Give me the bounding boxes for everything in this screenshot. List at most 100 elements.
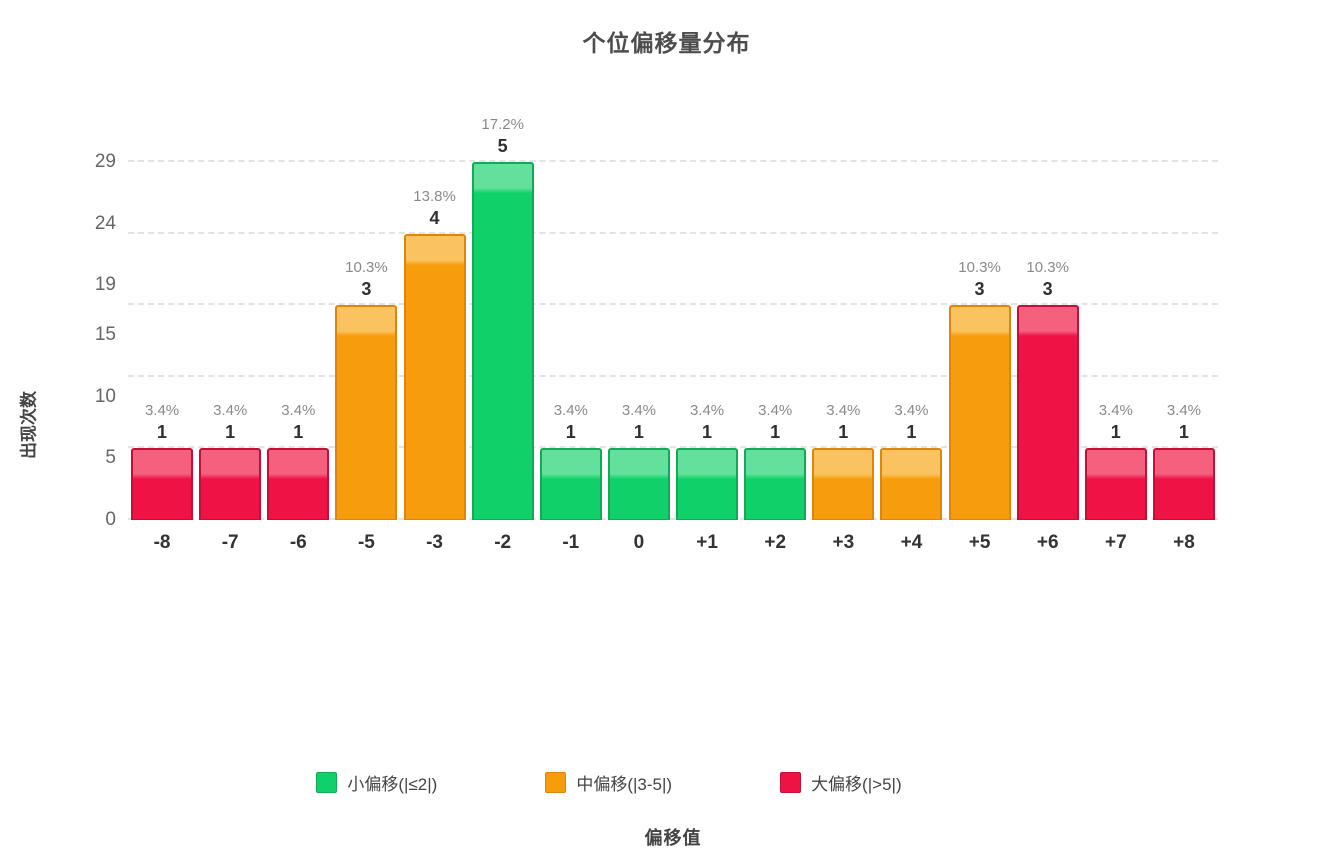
- bar-slot-0: 3.4% 1: [605, 162, 673, 520]
- count-label-+7: 1: [1110, 422, 1121, 443]
- count-label--5: 3: [361, 279, 372, 300]
- gridline-level-1: [128, 446, 1218, 449]
- percent-label-+5: 10.3%: [958, 259, 1001, 277]
- legend-item-small[interactable]: 小偏移(|≤2|): [316, 770, 437, 795]
- count-label--8: 1: [157, 422, 168, 443]
- bar-slot--1: 3.4% 1: [537, 162, 605, 520]
- legend-label-large: 大偏移(|>5|): [811, 775, 902, 794]
- bar-+6[interactable]: [1016, 305, 1079, 520]
- count-label--2: 5: [497, 136, 508, 156]
- bar-0[interactable]: [607, 448, 670, 520]
- x-tick--1: -1: [562, 532, 580, 553]
- gridline-level-4: [128, 231, 1218, 234]
- bar-slot--8: 3.4% 1: [128, 162, 196, 520]
- bar-slot-+8: 3.4% 1: [1150, 162, 1218, 520]
- bar--6[interactable]: [267, 448, 330, 520]
- legend-swatch-large: [780, 772, 802, 793]
- bar-slot--6: 3.4% 1: [264, 162, 332, 520]
- gridline-level-3: [128, 303, 1218, 306]
- count-label-+2: 1: [770, 422, 781, 443]
- legend-swatch-small: [316, 772, 338, 793]
- bar-slot--7: 3.4% 1: [196, 162, 264, 520]
- gridline-level-2: [128, 374, 1218, 377]
- x-tick--2: -2: [494, 532, 512, 553]
- bar-+5[interactable]: [948, 305, 1011, 520]
- x-tick-0: 0: [633, 532, 645, 553]
- bar-+3[interactable]: [812, 448, 875, 520]
- percent-label-+7: 3.4%: [1098, 402, 1133, 420]
- bar--5[interactable]: [335, 305, 398, 520]
- y-tick-10: 10: [94, 385, 116, 407]
- x-tick--3: -3: [426, 532, 444, 553]
- bar-+2[interactable]: [744, 448, 807, 520]
- y-tick-15: 15: [94, 323, 116, 345]
- legend: 小偏移(|≤2|) 中偏移(|3-5|) 大偏移(|>5|): [0, 770, 1218, 795]
- x-tick--5: -5: [357, 532, 375, 553]
- legend-label-mid: 中偏移(|3-5|): [576, 775, 673, 794]
- y-tick-0: 0: [105, 509, 116, 530]
- count-label--7: 1: [225, 422, 236, 443]
- count-label-+6: 3: [1042, 279, 1053, 300]
- x-tick-+7: +7: [1104, 532, 1127, 553]
- y-axis-title: 出现次数: [19, 391, 39, 459]
- x-tick-+4: +4: [900, 532, 923, 553]
- bar-slot--5: 10.3% 3: [332, 162, 400, 520]
- bar-slot-+3: 3.4% 1: [809, 162, 877, 520]
- bar--3[interactable]: [403, 233, 466, 520]
- plot-area: 29 24 19 15 10 5 0 3.4% 1 3.4% 1 3.4% 1 10.3% 3 13.8% 4…: [95, 116, 1218, 530]
- bar--2[interactable]: [471, 162, 534, 520]
- count-label--3: 4: [429, 207, 440, 228]
- bar-slot--2: 17.2% 5: [469, 116, 537, 520]
- bar-slot-+2: 3.4% 1: [741, 162, 809, 520]
- bar-slot-+5: 10.3% 3: [946, 162, 1014, 520]
- x-tick--6: -6: [289, 532, 307, 553]
- percent-label-0: 3.4%: [621, 402, 657, 420]
- count-label--1: 1: [565, 422, 576, 443]
- bar--8[interactable]: [131, 448, 194, 520]
- count-label-+3: 1: [838, 422, 849, 443]
- x-tick-+3: +3: [832, 532, 855, 553]
- count-label--6: 1: [293, 422, 304, 443]
- percent-label--3: 13.8%: [413, 187, 456, 205]
- percent-label--2: 17.2%: [481, 116, 524, 133]
- x-tick-+8: +8: [1173, 532, 1195, 553]
- bar-+1[interactable]: [676, 448, 739, 520]
- percent-label--8: 3.4%: [144, 402, 180, 420]
- percent-label-+2: 3.4%: [758, 402, 793, 420]
- legend-item-large[interactable]: 大偏移(|>5|): [780, 770, 902, 795]
- bar-+8[interactable]: [1152, 448, 1215, 520]
- x-axis-ticks: -8 -7 -6 -5 -3 -2 -1 0 +1 +2 +3 +4 +5 +6 +7 +8: [128, 532, 1218, 554]
- percent-label-+6: 10.3%: [1026, 259, 1069, 277]
- bar--1[interactable]: [539, 448, 602, 520]
- x-tick-+5: +5: [968, 532, 991, 553]
- chart-title: 个位偏移量分布: [582, 30, 751, 56]
- bar-slot-+4: 3.4% 1: [877, 162, 945, 520]
- count-label-+1: 1: [702, 422, 713, 443]
- x-tick-+2: +2: [764, 532, 787, 553]
- x-axis-title: 偏移值: [644, 828, 702, 848]
- y-tick-24: 24: [94, 212, 116, 234]
- bar--7[interactable]: [199, 448, 262, 520]
- bar-slot-+6: 10.3% 3: [1014, 162, 1082, 520]
- y-tick-19: 19: [94, 274, 116, 296]
- gridline-level-0: [128, 518, 1218, 520]
- bar-slot-+1: 3.4% 1: [673, 162, 741, 520]
- legend-label-small: 小偏移(|≤2|): [347, 775, 438, 794]
- count-label-+5: 3: [974, 279, 985, 300]
- percent-label-+1: 3.4%: [689, 402, 725, 420]
- percent-label--1: 3.4%: [553, 402, 588, 420]
- percent-label-+4: 3.4%: [894, 402, 929, 420]
- x-tick--7: -7: [221, 532, 239, 553]
- x-tick-+1: +1: [696, 532, 718, 553]
- bar-+4[interactable]: [880, 448, 943, 520]
- count-label-+4: 1: [906, 422, 917, 443]
- percent-label-+3: 3.4%: [826, 402, 861, 420]
- y-tick-29: 29: [94, 151, 116, 172]
- bar-slot--3: 13.8% 4: [401, 162, 469, 520]
- count-label-0: 1: [633, 422, 644, 443]
- x-tick-+6: +6: [1036, 532, 1059, 553]
- legend-item-mid[interactable]: 中偏移(|3-5|): [545, 770, 672, 795]
- bar-+7[interactable]: [1084, 448, 1147, 520]
- bar-slot-+7: 3.4% 1: [1082, 162, 1150, 520]
